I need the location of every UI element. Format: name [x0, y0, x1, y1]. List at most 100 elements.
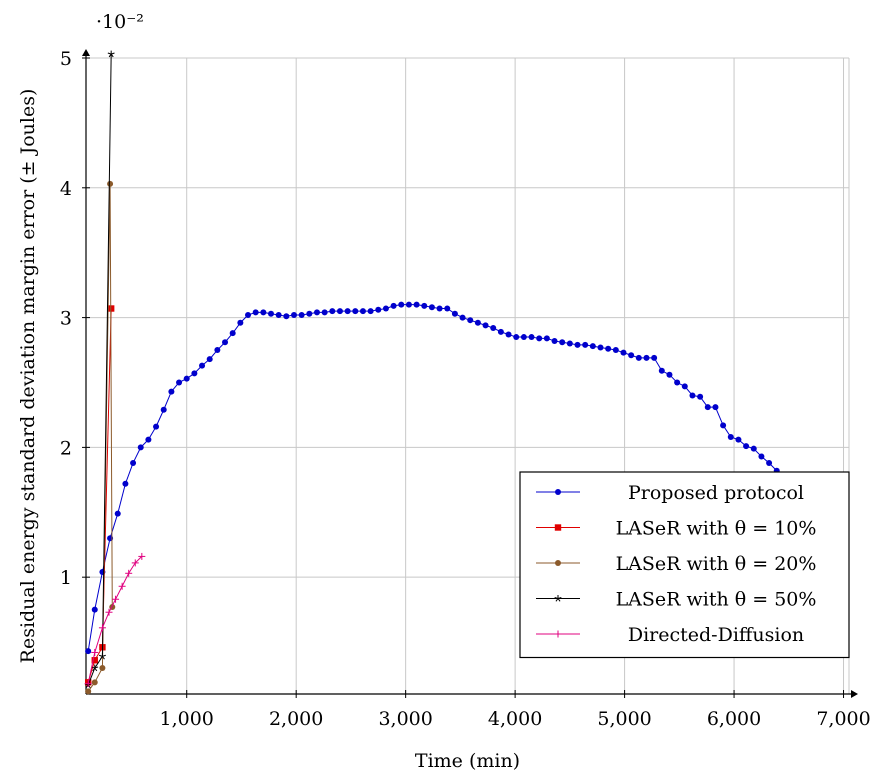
y-axis-arrow-icon	[82, 49, 90, 56]
x-axis-arrow-icon	[851, 690, 858, 698]
data-point	[620, 349, 627, 356]
x-tick-label: 7,000	[816, 708, 870, 730]
data-point	[551, 337, 558, 344]
data-point	[344, 308, 351, 315]
data-point	[359, 308, 366, 315]
data-point	[160, 406, 167, 413]
legend-label: LASeR with θ = 20%	[616, 553, 817, 575]
data-point	[428, 304, 435, 311]
data-point	[505, 331, 512, 338]
data-point	[107, 50, 115, 58]
series-0	[85, 301, 849, 655]
data-point	[582, 341, 589, 348]
data-point	[727, 434, 734, 441]
data-point	[168, 388, 175, 395]
data-point	[329, 308, 336, 315]
legend-label: LASeR with θ = 50%	[616, 589, 817, 611]
data-point	[712, 404, 719, 411]
y-tick-label: 3	[60, 308, 72, 330]
data-point	[566, 340, 573, 347]
data-point	[459, 314, 466, 321]
data-point	[697, 393, 704, 400]
data-point	[497, 328, 504, 335]
data-point	[574, 341, 581, 348]
data-point	[275, 311, 282, 318]
data-point	[91, 606, 98, 613]
series-line	[87, 54, 112, 686]
x-tick-label: 2,000	[269, 708, 323, 730]
legend-label: LASeR with θ = 10%	[616, 518, 817, 540]
legend-marker	[554, 524, 562, 531]
data-point	[290, 311, 297, 318]
data-point	[131, 559, 139, 567]
legend-item: Proposed protocol	[536, 482, 804, 504]
data-point	[125, 569, 133, 577]
data-point	[91, 679, 98, 686]
data-point	[85, 688, 92, 695]
series-1	[84, 305, 115, 686]
data-point	[260, 309, 267, 316]
legend-label: Proposed protocol	[628, 482, 804, 504]
data-point	[628, 352, 635, 359]
data-point	[382, 305, 389, 312]
data-point	[390, 302, 397, 309]
data-point	[84, 680, 92, 688]
data-point	[758, 453, 765, 460]
axes	[82, 49, 858, 698]
data-point	[413, 301, 420, 308]
legend-marker	[555, 560, 561, 566]
data-point	[98, 652, 106, 660]
data-point	[183, 375, 190, 382]
data-point	[137, 444, 144, 451]
legend-item: LASeR with θ = 20%	[536, 553, 816, 575]
x-tick-label: 6,000	[707, 708, 761, 730]
data-point	[222, 339, 229, 346]
legend-marker	[554, 595, 562, 602]
data-point	[214, 347, 221, 354]
data-point	[306, 310, 313, 317]
data-point	[421, 302, 428, 309]
tick-labels: 1,000 2,000 3,000 4,000 5,000 6,000 7,000 1 2 3 4 5	[60, 48, 871, 730]
data-point	[99, 665, 106, 672]
data-point	[398, 301, 405, 308]
x-tick-label: 5,000	[597, 708, 651, 730]
data-point	[206, 356, 213, 363]
data-point	[107, 180, 114, 187]
data-point	[367, 308, 374, 315]
data-point	[720, 422, 727, 429]
data-point	[298, 311, 305, 318]
data-point	[283, 313, 290, 320]
data-point	[482, 322, 489, 329]
data-point	[436, 305, 443, 312]
legend-marker	[554, 630, 562, 638]
data-point	[313, 309, 320, 316]
data-point	[735, 436, 742, 443]
legend-item: Directed-Diffusion	[536, 624, 804, 646]
data-point	[252, 309, 259, 316]
data-point	[176, 379, 183, 386]
data-point	[153, 423, 160, 430]
data-point	[681, 383, 688, 390]
data-point	[375, 306, 382, 313]
data-point	[635, 354, 642, 361]
legend-box	[519, 471, 850, 659]
data-point	[321, 309, 328, 316]
data-point	[651, 354, 658, 361]
data-point	[405, 301, 412, 308]
x-tick-label: 3,000	[378, 708, 432, 730]
data-point	[536, 335, 543, 342]
data-point	[490, 324, 497, 331]
series-4	[84, 552, 146, 688]
y-tick-label: 5	[60, 48, 72, 70]
data-point	[766, 459, 773, 466]
data-point	[199, 362, 206, 369]
data-point	[605, 345, 612, 352]
data-point	[528, 334, 535, 341]
data-point	[122, 480, 129, 487]
y-axis-title: Residual energy standard deviation margi…	[17, 89, 39, 664]
x-tick-label: 1,000	[160, 708, 214, 730]
data-point	[114, 510, 121, 517]
y-tick-label: 1	[60, 567, 72, 589]
legend-label: Directed-Diffusion	[628, 624, 804, 646]
